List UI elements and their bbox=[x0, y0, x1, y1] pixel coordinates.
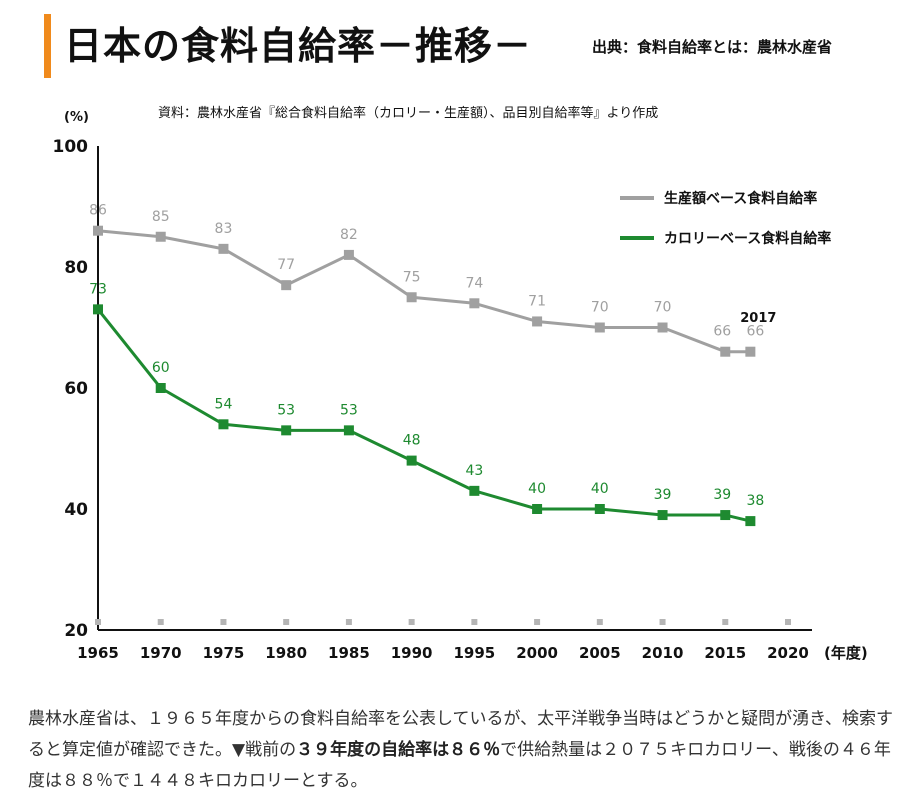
data-point bbox=[594, 504, 605, 514]
data-label: 73 bbox=[89, 281, 107, 297]
data-point bbox=[657, 322, 668, 333]
data-point bbox=[469, 298, 480, 309]
data-point bbox=[657, 510, 668, 521]
x-axis-label: (年度) bbox=[824, 644, 868, 662]
data-label: 70 bbox=[654, 300, 672, 316]
baseline-tick-marker bbox=[659, 619, 666, 625]
body-text-highlight: ３９年度の自給率は８６％ bbox=[296, 740, 501, 760]
data-label: 39 bbox=[654, 487, 672, 503]
series-line-2 bbox=[96, 308, 751, 523]
data-label: 39 bbox=[713, 487, 731, 503]
data-point bbox=[155, 383, 166, 393]
baseline-tick-marker bbox=[220, 619, 227, 625]
data-label: 66 bbox=[713, 324, 731, 340]
x-tick-label: 1990 bbox=[391, 644, 433, 662]
baseline-tick-marker bbox=[596, 619, 603, 625]
x-tick-label: 2005 bbox=[579, 644, 621, 662]
y-tick-label: 100 bbox=[53, 137, 89, 157]
data-point bbox=[720, 510, 731, 521]
y-tick-label: 40 bbox=[64, 500, 88, 520]
data-point bbox=[532, 316, 543, 327]
x-tick-label: 2000 bbox=[516, 644, 558, 662]
data-label: 77 bbox=[277, 257, 295, 273]
data-label: 53 bbox=[277, 402, 295, 418]
baseline-tick-marker bbox=[722, 619, 729, 625]
data-label: 71 bbox=[528, 293, 546, 309]
body-text-part2: で供給熱量は２０７５キロカロリー、戦後の４６年度は８８％で１４４８キロカロリーと… bbox=[28, 740, 891, 791]
data-label: 70 bbox=[591, 300, 609, 316]
data-label: 48 bbox=[403, 433, 421, 449]
data-point bbox=[406, 292, 417, 303]
data-point bbox=[720, 346, 731, 357]
x-tick-label: 1975 bbox=[203, 644, 245, 662]
y-tick-label: 20 bbox=[64, 621, 88, 641]
baseline-tick-marker bbox=[95, 619, 101, 625]
data-label: 83 bbox=[215, 221, 233, 237]
data-point bbox=[469, 485, 480, 496]
data-label: 82 bbox=[340, 227, 358, 243]
data-point bbox=[343, 425, 354, 436]
year-annotation: 2017 bbox=[740, 311, 776, 326]
x-tick-label: 1965 bbox=[77, 644, 119, 662]
data-point bbox=[281, 425, 292, 436]
data-label: 60 bbox=[152, 360, 170, 376]
line-chart: 20 40 60 80 100 (%) 1965 1970 1975 1980 1985 1990 19… bbox=[53, 110, 868, 662]
data-label: 53 bbox=[340, 402, 358, 418]
data-label: 85 bbox=[152, 209, 170, 225]
data-point bbox=[343, 249, 354, 260]
body-text-part1: 農林水産省は、１９６５年度からの食料自給率を公表しているが、太平洋戦争当時はどう… bbox=[28, 709, 893, 760]
baseline-tick-marker bbox=[157, 619, 164, 625]
data-point bbox=[218, 243, 229, 254]
data-label: 66 bbox=[746, 324, 764, 340]
baseline-tick-marker bbox=[785, 619, 791, 625]
y-tick-label: 80 bbox=[64, 258, 88, 278]
source-label: 出典：食料自給率とは：農林水産省 bbox=[592, 38, 833, 56]
data-label: 74 bbox=[465, 275, 483, 291]
x-tick-label: 1985 bbox=[328, 644, 370, 662]
baseline-tick-marker bbox=[345, 619, 352, 625]
data-point bbox=[93, 225, 103, 236]
series-line-1 bbox=[97, 229, 751, 354]
y-tick-label: 60 bbox=[64, 379, 88, 399]
page-title: 日本の食料自給率－推移－ bbox=[64, 24, 533, 68]
baseline-tick-marker bbox=[283, 619, 290, 625]
data-point bbox=[218, 419, 229, 430]
x-tick-label: 1995 bbox=[453, 644, 495, 662]
data-point bbox=[745, 346, 756, 357]
data-label: 54 bbox=[215, 396, 233, 412]
baseline-tick-marker bbox=[534, 619, 541, 625]
data-label: 86 bbox=[89, 203, 107, 219]
x-tick-label: 2010 bbox=[642, 644, 684, 662]
data-label: 43 bbox=[465, 463, 483, 479]
data-point bbox=[281, 280, 292, 291]
data-point bbox=[406, 455, 417, 466]
data-label: 40 bbox=[591, 481, 609, 497]
data-point bbox=[745, 516, 756, 527]
title-accent-bar bbox=[44, 14, 51, 78]
x-tick-label: 1980 bbox=[265, 644, 307, 662]
x-tick-label: 2020 bbox=[767, 644, 809, 662]
data-point bbox=[155, 231, 166, 242]
data-label: 75 bbox=[403, 269, 421, 285]
x-tick-label: 1970 bbox=[140, 644, 182, 662]
y-axis-label: (%) bbox=[64, 110, 89, 125]
chart-source-note: 資料：農林水産省『総合食料自給率（カロリー・生産額）、品目別自給率等』より作成 bbox=[158, 106, 659, 121]
body-paragraph: 農林水産省は、１９６５年度からの食料自給率を公表しているが、太平洋戦争当時はどう… bbox=[28, 704, 898, 797]
legend-label: 生産額ベース食料自給率 bbox=[664, 190, 817, 207]
data-point bbox=[93, 304, 103, 315]
x-tick-label: 2015 bbox=[704, 644, 746, 662]
data-point bbox=[532, 504, 543, 514]
data-label: 40 bbox=[528, 481, 546, 497]
baseline-tick-marker bbox=[471, 619, 478, 625]
legend-label: カロリーベース食料自給率 bbox=[664, 230, 831, 247]
baseline-tick-marker bbox=[408, 619, 415, 625]
data-point bbox=[594, 322, 605, 333]
data-label: 38 bbox=[746, 493, 764, 509]
